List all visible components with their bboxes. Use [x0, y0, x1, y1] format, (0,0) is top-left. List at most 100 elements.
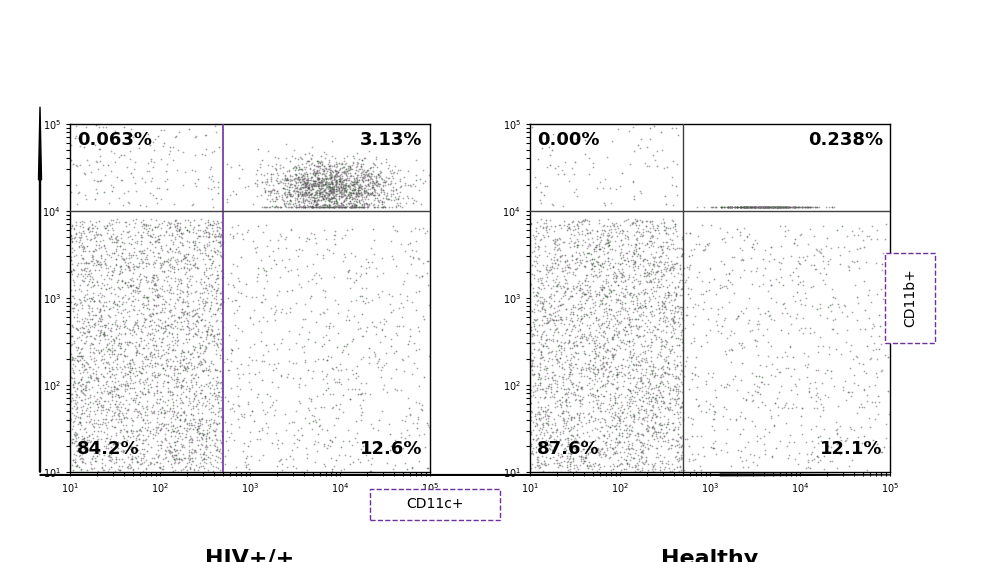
- Point: [683, 246, 699, 255]
- Point: [738, 304, 754, 313]
- Point: [621, 290, 637, 299]
- Point: [581, 248, 597, 257]
- Point: [580, 360, 596, 369]
- Point: [160, 320, 176, 329]
- Point: [147, 370, 163, 379]
- Point: [582, 228, 598, 237]
- Point: [744, 203, 760, 212]
- Point: [554, 408, 570, 417]
- Point: [612, 259, 628, 268]
- Point: [580, 464, 596, 473]
- Point: [349, 178, 365, 187]
- Point: [342, 203, 358, 212]
- Point: [816, 263, 832, 272]
- Point: [348, 200, 364, 209]
- Point: [344, 165, 360, 174]
- Point: [259, 276, 275, 285]
- Point: [678, 357, 694, 366]
- Point: [358, 186, 374, 195]
- Point: [562, 368, 578, 377]
- Point: [96, 306, 112, 315]
- Point: [866, 338, 882, 347]
- Point: [416, 314, 432, 323]
- Point: [756, 203, 772, 212]
- Point: [203, 162, 219, 171]
- Point: [558, 406, 574, 415]
- Point: [84, 278, 100, 287]
- Point: [558, 419, 574, 428]
- Point: [609, 462, 625, 471]
- Point: [669, 407, 685, 416]
- Point: [649, 146, 665, 155]
- Point: [135, 302, 151, 311]
- Point: [345, 188, 361, 197]
- Point: [113, 414, 129, 423]
- Point: [86, 319, 102, 328]
- Point: [349, 361, 365, 370]
- Point: [186, 223, 202, 232]
- Point: [169, 295, 185, 304]
- Point: [301, 203, 317, 212]
- Point: [334, 203, 350, 212]
- Point: [112, 263, 128, 272]
- Point: [149, 417, 165, 426]
- Point: [167, 450, 183, 459]
- Point: [659, 321, 675, 330]
- Point: [670, 436, 686, 445]
- Point: [174, 346, 190, 355]
- Point: [121, 199, 137, 208]
- Point: [653, 274, 669, 283]
- Point: [89, 374, 105, 383]
- Point: [156, 409, 172, 418]
- Point: [173, 324, 189, 333]
- Point: [850, 381, 866, 390]
- Point: [625, 373, 641, 382]
- Point: [277, 191, 293, 200]
- Point: [565, 268, 581, 277]
- Point: [329, 183, 345, 192]
- Point: [815, 342, 831, 351]
- Point: [253, 336, 269, 345]
- Point: [738, 396, 754, 405]
- Point: [315, 187, 331, 196]
- Point: [352, 185, 368, 194]
- Point: [64, 409, 80, 418]
- Point: [523, 412, 539, 421]
- Point: [356, 170, 372, 179]
- Point: [131, 397, 147, 406]
- Point: [142, 351, 158, 360]
- Point: [93, 243, 109, 252]
- Point: [313, 183, 329, 192]
- Point: [634, 393, 650, 402]
- Point: [93, 405, 109, 414]
- Point: [324, 136, 340, 145]
- Point: [556, 414, 572, 423]
- Point: [143, 215, 159, 224]
- Point: [68, 428, 84, 437]
- Point: [314, 187, 330, 196]
- Point: [142, 427, 158, 436]
- Point: [734, 203, 750, 212]
- Point: [91, 314, 107, 323]
- Point: [208, 295, 224, 304]
- Point: [308, 194, 324, 203]
- Point: [209, 341, 225, 350]
- Point: [396, 367, 412, 376]
- Point: [195, 366, 211, 375]
- Point: [166, 365, 182, 374]
- Point: [304, 189, 320, 198]
- Point: [263, 173, 279, 182]
- Point: [688, 239, 704, 248]
- Point: [591, 245, 607, 254]
- Point: [596, 243, 612, 252]
- Point: [401, 336, 417, 345]
- Point: [64, 438, 80, 447]
- Point: [367, 350, 383, 359]
- Point: [675, 451, 691, 460]
- Point: [562, 449, 578, 458]
- Point: [356, 185, 372, 194]
- Point: [600, 321, 616, 330]
- Point: [778, 203, 794, 212]
- Point: [810, 393, 826, 402]
- Point: [577, 135, 593, 144]
